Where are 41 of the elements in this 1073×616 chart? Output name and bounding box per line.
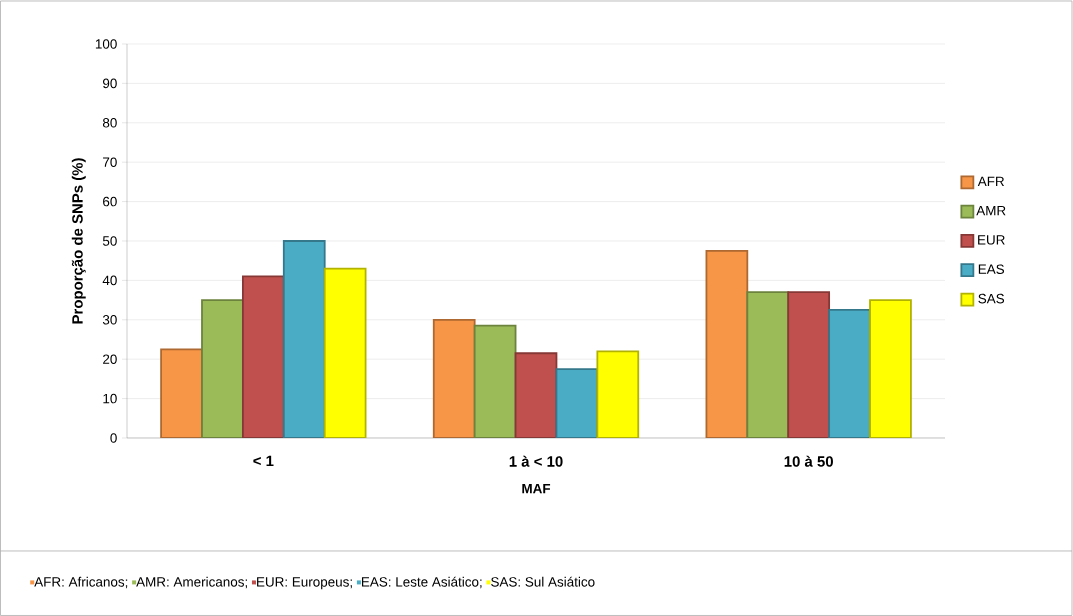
- bar: [201, 299, 244, 438]
- y-tick-label: 90: [102, 78, 117, 89]
- bar: [555, 368, 599, 438]
- bar: [282, 240, 326, 438]
- legend-label: SAS: [978, 293, 1005, 304]
- text: EUR: Europeus;: [257, 577, 352, 590]
- y-tick-label: 60: [103, 196, 117, 207]
- y-tick-label: 100: [95, 39, 117, 49]
- y-tick-label: 20: [103, 354, 117, 364]
- text: EAS: Leste Asiático;: [361, 576, 482, 589]
- legend-label: EUR: [978, 235, 1005, 245]
- x-axis-title: MAF: [522, 483, 551, 494]
- legend-label: EAS: [978, 264, 1005, 274]
- x-tick-label: < 1: [253, 455, 274, 466]
- y-tick-label: 50: [102, 236, 117, 246]
- text: SAS: Sul Asiático: [491, 576, 595, 587]
- bar: [160, 348, 203, 438]
- x-tick-label: 1 à < 10: [509, 455, 563, 467]
- bar: [828, 309, 871, 438]
- x-tick-label: 10 à 50: [784, 455, 833, 467]
- bar: [473, 324, 517, 438]
- y-tick-label: 10: [103, 393, 117, 404]
- bar: [323, 267, 367, 438]
- bar: [514, 352, 558, 438]
- bar: [241, 275, 285, 438]
- bar: [787, 291, 831, 438]
- bar: [705, 249, 749, 438]
- y-tick-label: 30: [102, 315, 117, 325]
- text: AMR: Americanos;: [136, 576, 247, 589]
- legend-label: AFR: [977, 176, 1005, 186]
- bar: [596, 350, 640, 438]
- y-tick-label: 80: [102, 118, 117, 128]
- bar: [869, 299, 912, 438]
- y-tick-label: 0: [110, 433, 117, 443]
- y-tick-label: 70: [103, 157, 117, 167]
- bar: [746, 291, 790, 438]
- text: AFR: Africanos;: [34, 576, 128, 589]
- legend-label: AMR: [976, 205, 1006, 216]
- y-axis-title: Proporção de SNPs (%): [71, 158, 86, 324]
- y-tick-label: 40: [102, 275, 117, 286]
- bar: [432, 318, 476, 438]
